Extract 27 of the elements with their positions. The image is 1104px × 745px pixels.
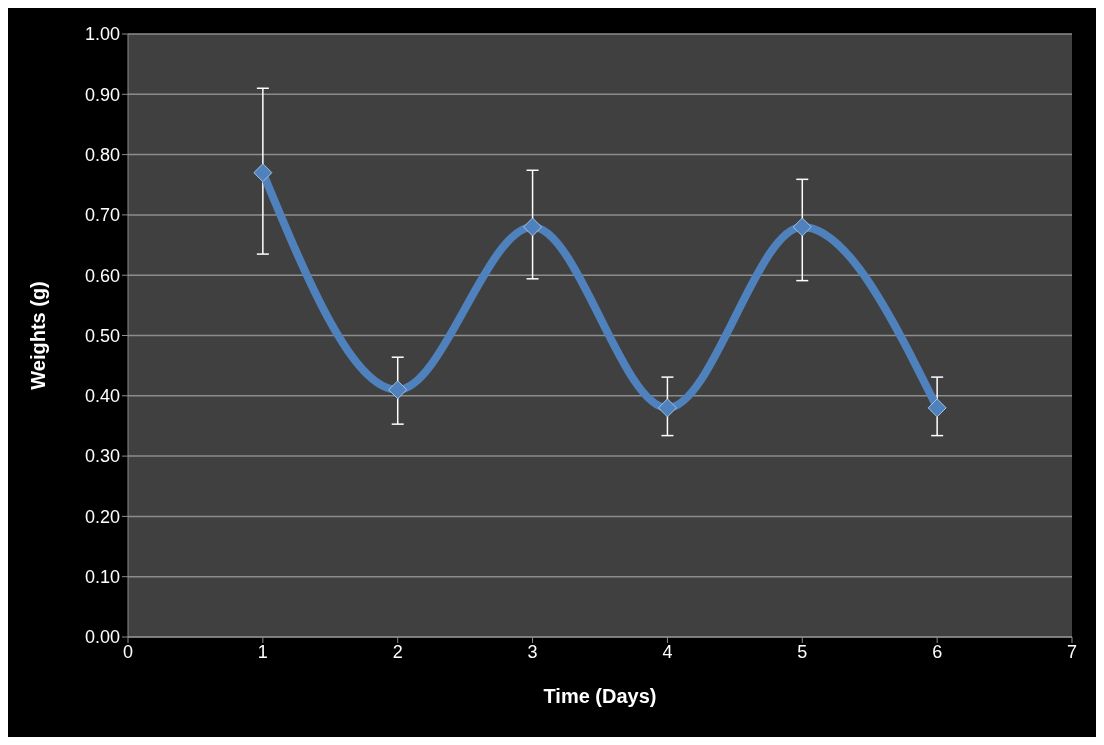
- x-tick-label: 7: [1066, 641, 1078, 662]
- point: [388, 380, 408, 400]
- x-tick-label: 3: [527, 641, 538, 662]
- x-tick-label: 5: [797, 641, 808, 662]
- y-tick-label: 0.20: [84, 506, 120, 527]
- point: [253, 163, 273, 183]
- y-tick-label: 0.60: [84, 265, 120, 286]
- y-tick-label: 0.90: [84, 84, 120, 105]
- x-tick-label: 1: [257, 641, 268, 662]
- point: [927, 398, 947, 418]
- y-axis-title: Weights (g): [27, 281, 50, 390]
- x-tick-label: 6: [932, 641, 943, 662]
- y-tick-label: 0.00: [84, 627, 120, 648]
- y-tick-label: 0.10: [84, 567, 120, 588]
- y-tick-label: 0.50: [84, 325, 120, 346]
- y-tick-label: 1.00: [84, 24, 120, 45]
- point: [523, 217, 543, 237]
- x-tick-label: 0: [122, 641, 134, 662]
- y-tick-label: 0.30: [84, 446, 120, 467]
- y-tick-label: 0.70: [84, 205, 120, 226]
- y-tick-label: 0.40: [84, 386, 120, 407]
- y-tick-label: 0.80: [84, 144, 120, 165]
- point: [792, 217, 812, 237]
- point: [657, 398, 677, 418]
- x-tick-label: 2: [392, 641, 403, 662]
- x-axis-title: Time (Days): [543, 685, 657, 707]
- x-tick-label: 4: [662, 641, 673, 662]
